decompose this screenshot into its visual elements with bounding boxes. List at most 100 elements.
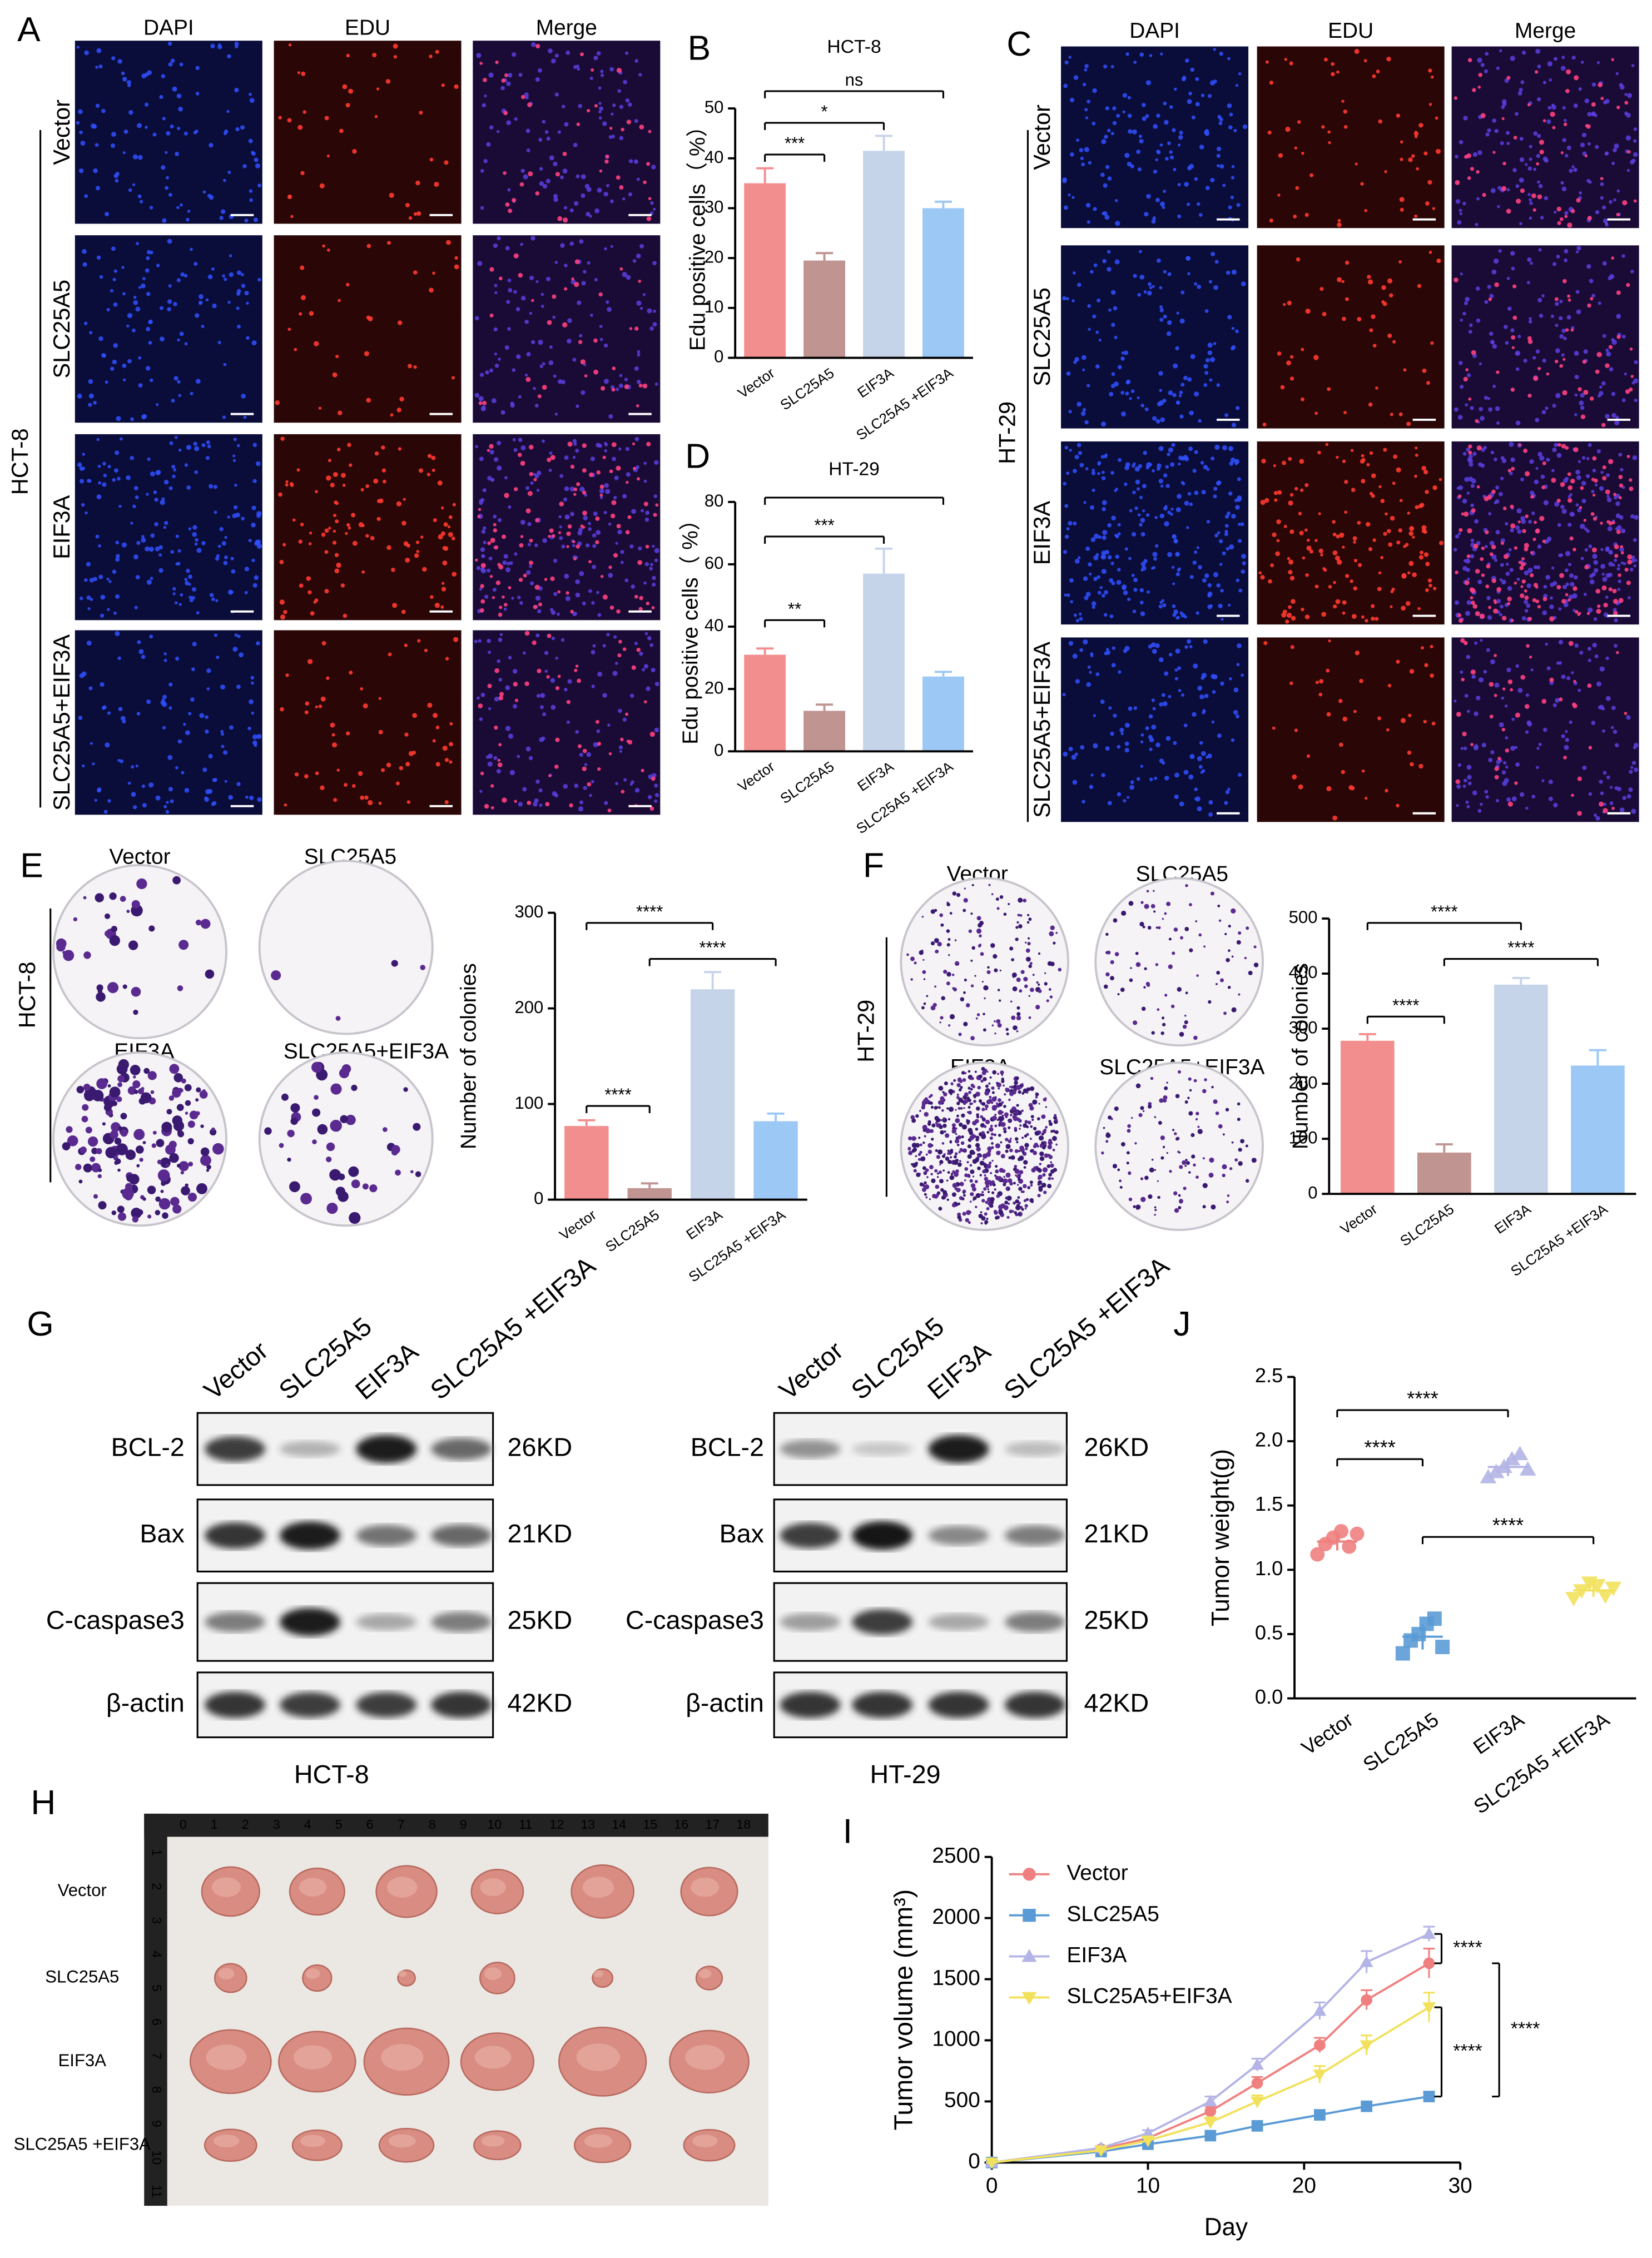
nucleus [614, 475, 619, 480]
nucleus [1466, 805, 1470, 808]
nucleus [553, 193, 558, 198]
edu-cell [1584, 564, 1589, 570]
nucleus [1601, 572, 1605, 576]
colony-dot [996, 1081, 999, 1084]
nucleus [605, 489, 611, 494]
edu-cell [1333, 604, 1337, 609]
nucleus [1562, 138, 1566, 142]
nucleus [619, 136, 624, 141]
nucleus [96, 494, 102, 500]
edu-cell [1324, 57, 1328, 62]
edu-cell [1455, 180, 1460, 185]
nucleus [138, 383, 143, 388]
micrograph [75, 630, 262, 815]
colony-dot [925, 1168, 929, 1172]
edu-cell [508, 586, 512, 589]
nucleus [1557, 523, 1561, 527]
nucleus [1625, 135, 1631, 141]
edu-cell [503, 171, 507, 175]
nucleus [1195, 77, 1199, 81]
nucleus [118, 504, 122, 508]
nucleus [610, 245, 614, 248]
edu-cell [298, 539, 302, 544]
nucleus [559, 536, 563, 540]
nucleus [509, 561, 513, 565]
edu-cell [1572, 548, 1576, 552]
nucleus [1216, 164, 1220, 168]
nucleus [80, 141, 86, 146]
colony-dot [67, 1135, 78, 1147]
edu-cell [531, 299, 534, 302]
colony-dot [1134, 1142, 1137, 1145]
colony-dot [1018, 897, 1023, 903]
nucleus [505, 246, 510, 251]
nucleus [121, 266, 125, 269]
colony-dot [1157, 1180, 1159, 1182]
nucleus [1600, 791, 1604, 796]
nucleus [1111, 581, 1115, 585]
nucleus [169, 441, 173, 445]
colony-dot [1188, 1171, 1191, 1174]
protein-label: β-actin [686, 1689, 764, 1718]
nucleus [1499, 613, 1502, 617]
nucleus [579, 571, 584, 577]
nucleus [1063, 83, 1068, 88]
protein-label: C-caspase3 [46, 1605, 185, 1634]
colony-dot [951, 1192, 956, 1197]
nucleus [1571, 56, 1576, 60]
nucleus [1495, 530, 1500, 535]
colony-dot [924, 1135, 926, 1138]
nucleus [1606, 473, 1610, 477]
colony-dot [157, 1169, 170, 1182]
nucleus [1101, 550, 1107, 556]
colony-dot [1004, 1200, 1009, 1205]
colony-dot [1184, 1164, 1187, 1167]
edu-cell [314, 341, 319, 346]
nucleus [1171, 443, 1175, 447]
nucleus [172, 86, 177, 92]
edu-cell [1512, 315, 1517, 320]
nucleus [1127, 113, 1132, 118]
nucleus [1594, 483, 1598, 487]
colony-dot [1253, 945, 1257, 949]
colony-dot [921, 1105, 925, 1110]
edu-cell [442, 745, 448, 751]
nucleus [1525, 163, 1528, 166]
nucleus [233, 438, 237, 441]
edu-cell [1531, 193, 1536, 198]
colony-dot [922, 970, 926, 974]
nucleus [171, 399, 175, 403]
nucleus [1117, 792, 1122, 797]
edu-cell [1277, 490, 1282, 495]
colony-dot [351, 1179, 360, 1189]
nucleus [122, 719, 126, 724]
nucleus [1484, 790, 1489, 794]
nucleus [1118, 670, 1122, 674]
nucleus [158, 568, 163, 573]
nucleus [578, 806, 584, 812]
channel-header: Merge [1515, 19, 1576, 43]
nucleus [1152, 216, 1156, 220]
edu-cell [1535, 70, 1539, 74]
nucleus [631, 584, 636, 589]
colony-dot [957, 1162, 962, 1167]
edu-cell [1423, 552, 1429, 557]
edu-cell [1337, 222, 1342, 227]
edu-cell [444, 758, 449, 762]
nucleus [497, 440, 502, 445]
colony-dot [994, 1096, 997, 1099]
nucleus [1082, 368, 1085, 371]
colony-dot [915, 1114, 919, 1118]
nucleus [1603, 771, 1607, 775]
edu-cell [495, 580, 501, 585]
edu-cell [438, 534, 443, 540]
nucleus [1619, 547, 1624, 552]
nucleus [1477, 808, 1482, 813]
colony-dot [999, 999, 1001, 1002]
nucleus [1572, 609, 1576, 612]
nucleus [596, 51, 601, 56]
nucleus [1577, 460, 1581, 463]
colony-dot [968, 1221, 971, 1224]
edu-cell [1532, 208, 1536, 212]
nucleus [1228, 492, 1233, 496]
